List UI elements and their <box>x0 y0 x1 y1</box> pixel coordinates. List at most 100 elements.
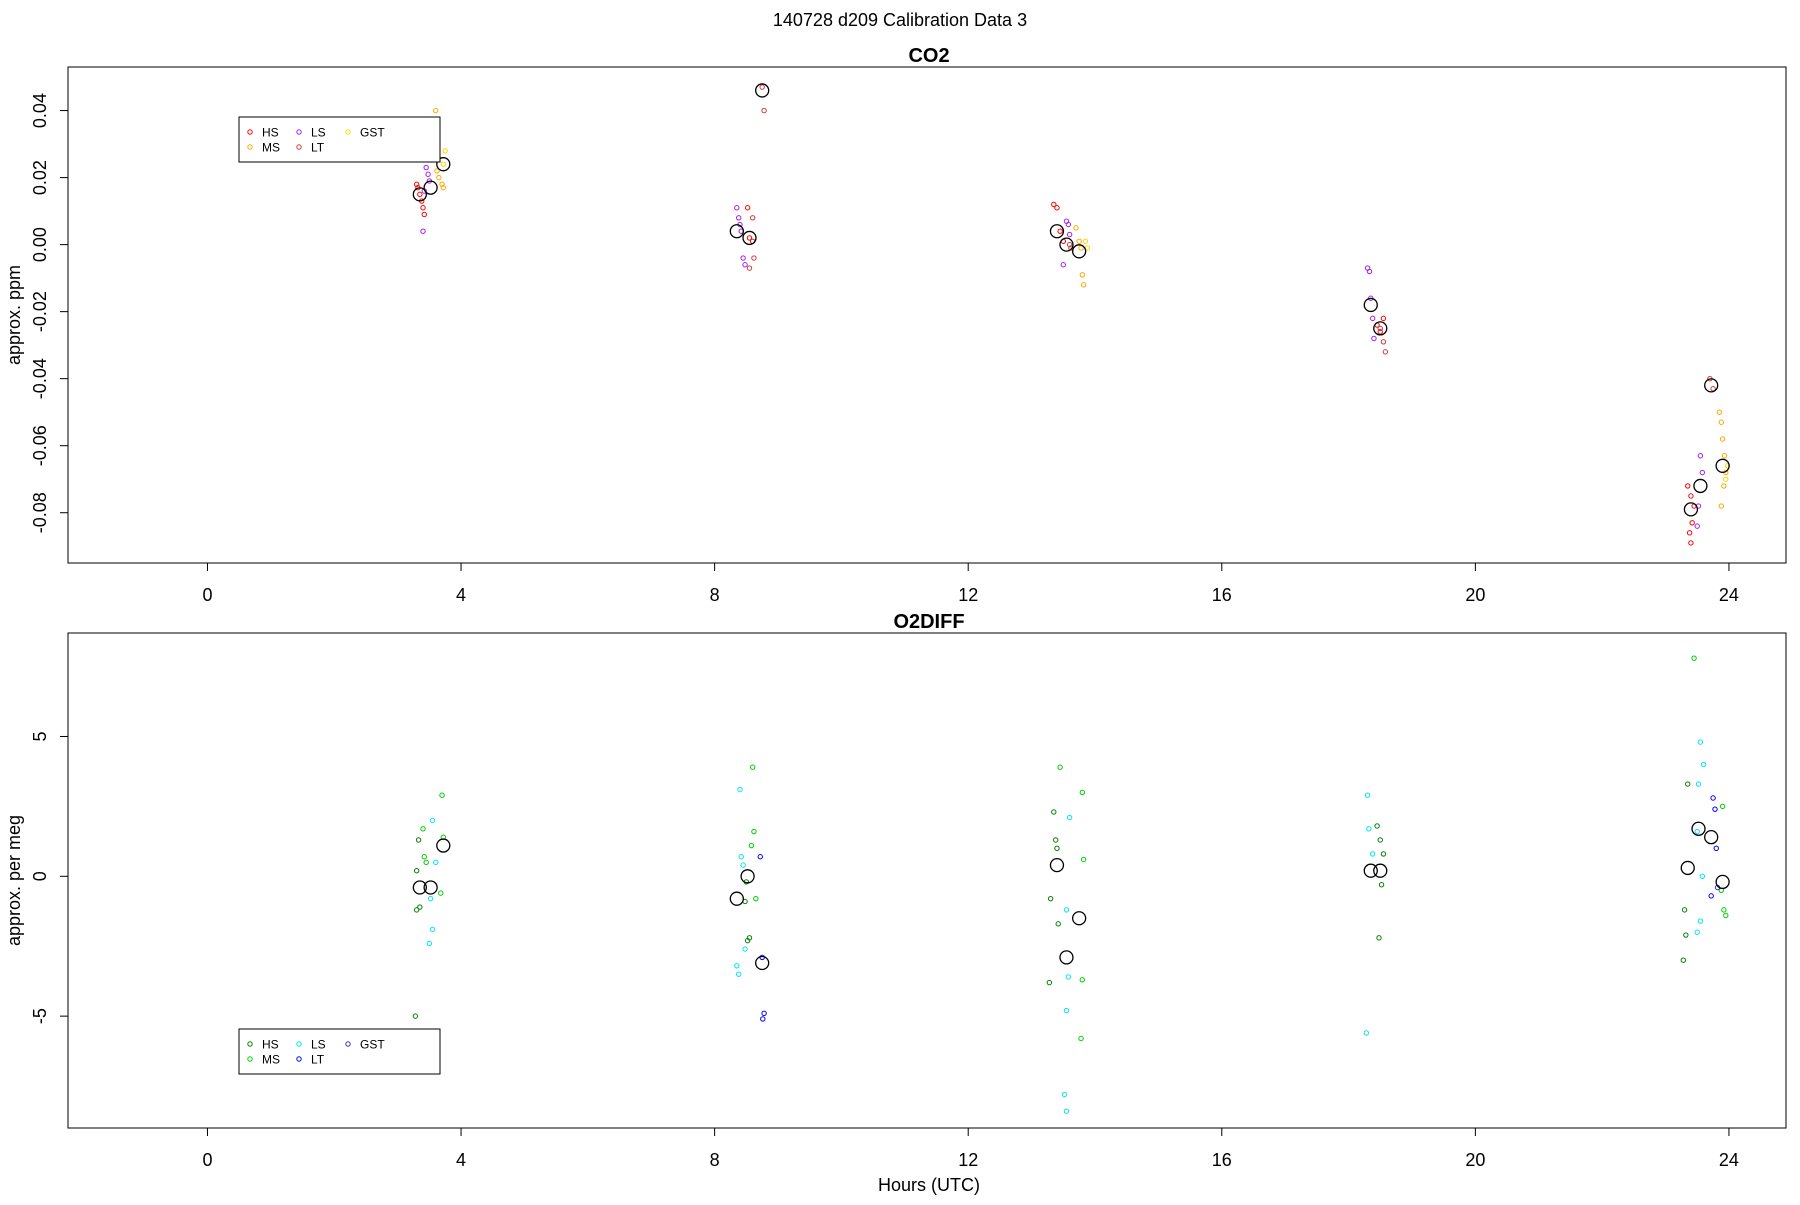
panel2-point-ms <box>1721 907 1727 913</box>
panel2-point-ms <box>1691 655 1697 661</box>
panel1-point-hs <box>1051 201 1057 208</box>
panel1-y-tick-label: -0.08 <box>30 492 50 533</box>
panel1-point-ls <box>1699 469 1706 476</box>
panel2-point-hs <box>415 837 422 843</box>
panel2-point-ls <box>1695 781 1702 787</box>
panel1-point-hs <box>1688 540 1694 546</box>
panel1-point-gst <box>1723 476 1729 482</box>
panel1-point-ls <box>1694 523 1700 529</box>
panel1-point-ms <box>1718 419 1725 425</box>
panel1-point-ms <box>1716 409 1723 415</box>
panel1-legend-label-hs: HS <box>262 126 279 140</box>
panel2-point-ms <box>751 828 757 835</box>
panel2-mean-marker <box>1373 863 1388 878</box>
panel2-y-tick-label: 0 <box>30 871 50 881</box>
panel1-mean-marker <box>436 157 451 172</box>
panel1-point-hs <box>1689 520 1695 526</box>
panel1-legend-box <box>238 116 441 163</box>
panel1-point-ls <box>1697 453 1704 459</box>
panel2-mean-marker <box>1049 857 1065 873</box>
panel2-point-ls <box>429 817 436 824</box>
panel2-point-ms <box>420 826 426 832</box>
panel1-y-tick-label: -0.02 <box>30 291 50 332</box>
panel1-point-ls <box>740 255 746 261</box>
panel1-mean-marker <box>742 230 757 246</box>
panel2-point-ms <box>1057 764 1063 770</box>
panel1-point-ms <box>1076 238 1082 244</box>
panel2-point-lt <box>760 1016 766 1022</box>
panel2-point-hs <box>1681 907 1688 913</box>
panel2-point-ls <box>1061 1091 1068 1098</box>
panel1-mean-marker <box>755 83 770 98</box>
panel2-point-hs <box>1685 781 1691 787</box>
panel2-legend-marker-lt <box>296 1056 302 1062</box>
panel1-point-lt <box>1380 339 1387 345</box>
panel2-point-ls <box>432 859 439 866</box>
panel2-point-hs <box>1054 845 1060 852</box>
panel2-mean-marker <box>423 880 438 895</box>
panel2-point-hs <box>1046 979 1053 986</box>
panel2-x-tick-label: 8 <box>710 1150 720 1170</box>
panel2-point-ms <box>1080 856 1087 863</box>
panel2-legend-label-lt: LT <box>311 1053 325 1067</box>
panel2-point-lt <box>1710 795 1716 801</box>
panel2-legend-marker-hs <box>247 1041 253 1047</box>
panel2-point-ms <box>1078 1035 1084 1042</box>
panel1-mean-marker <box>1704 378 1719 393</box>
panel1-legend-marker-ls <box>296 129 302 135</box>
panel1-point-ms <box>1719 436 1726 442</box>
panel2-x-axis-label: Hours (UTC) <box>878 1175 980 1195</box>
panel1-point-ls <box>1066 231 1073 238</box>
panel2-point-lt <box>1712 806 1718 812</box>
panel1-point-ms <box>432 107 439 114</box>
panel2-point-hs <box>1680 957 1687 963</box>
panel2-point-ls <box>1364 792 1371 798</box>
panel2-point-hs <box>413 907 420 913</box>
panel2-point-lt <box>1713 845 1719 852</box>
panel2-mean-marker <box>1059 950 1074 965</box>
panel2-point-ms <box>1079 789 1086 796</box>
panel2-point-hs <box>1047 895 1054 902</box>
panel2-point-hs <box>412 1013 419 1019</box>
panel1-point-hs <box>1057 228 1063 234</box>
panel2-point-ms <box>749 764 756 770</box>
panel1-x-tick-label: 20 <box>1465 585 1485 605</box>
panel1-point-gst <box>1724 463 1731 469</box>
panel2-point-ms <box>1723 912 1729 919</box>
panel2-legend-label-hs: HS <box>262 1038 279 1052</box>
panel1-x-tick-label: 0 <box>202 585 212 605</box>
panel2-point-ms <box>421 854 427 860</box>
panel2-point-lt <box>757 854 763 860</box>
panel1-mean-marker <box>1715 458 1730 473</box>
panel2-point-ms <box>748 842 755 849</box>
panel1-mean-marker <box>1683 502 1699 517</box>
panel2-point-ls <box>429 926 436 933</box>
panel1-point-ms <box>1718 503 1725 509</box>
panel2-point-ms <box>423 859 429 866</box>
panel2-point-ls <box>738 854 744 860</box>
panel1-point-hs <box>1054 205 1060 211</box>
panel2-legend-label-gst: GST <box>360 1038 385 1052</box>
panel1-y-tick-label: 0.04 <box>30 93 50 128</box>
panel2-x-tick-label: 20 <box>1465 1150 1485 1170</box>
panel2-x-tick-label: 24 <box>1719 1150 1739 1170</box>
panel1-mean-marker <box>1693 478 1708 494</box>
panel2-point-hs <box>413 868 420 874</box>
panel2-point-ms <box>1079 977 1086 983</box>
panel1-point-hs <box>1380 315 1387 322</box>
panel2-point-ls <box>1066 814 1073 821</box>
panel1-x-tick-label: 24 <box>1719 585 1739 605</box>
panel2-mean-marker <box>1715 874 1730 890</box>
panel1-point-lt <box>749 215 756 221</box>
panel1-point-ms <box>434 168 440 174</box>
panel2-point-ls <box>427 895 434 902</box>
panel1-point-ls <box>1369 315 1376 322</box>
panel2-point-hs <box>1052 837 1059 843</box>
panel1-mean-marker <box>1363 297 1378 313</box>
panel2-point-ls <box>737 786 743 793</box>
panel2-point-hs <box>1377 837 1383 843</box>
panel2-point-ls <box>1363 1030 1370 1036</box>
panel2-point-ls <box>1699 873 1706 880</box>
panel1-title: CO2 <box>908 45 949 67</box>
